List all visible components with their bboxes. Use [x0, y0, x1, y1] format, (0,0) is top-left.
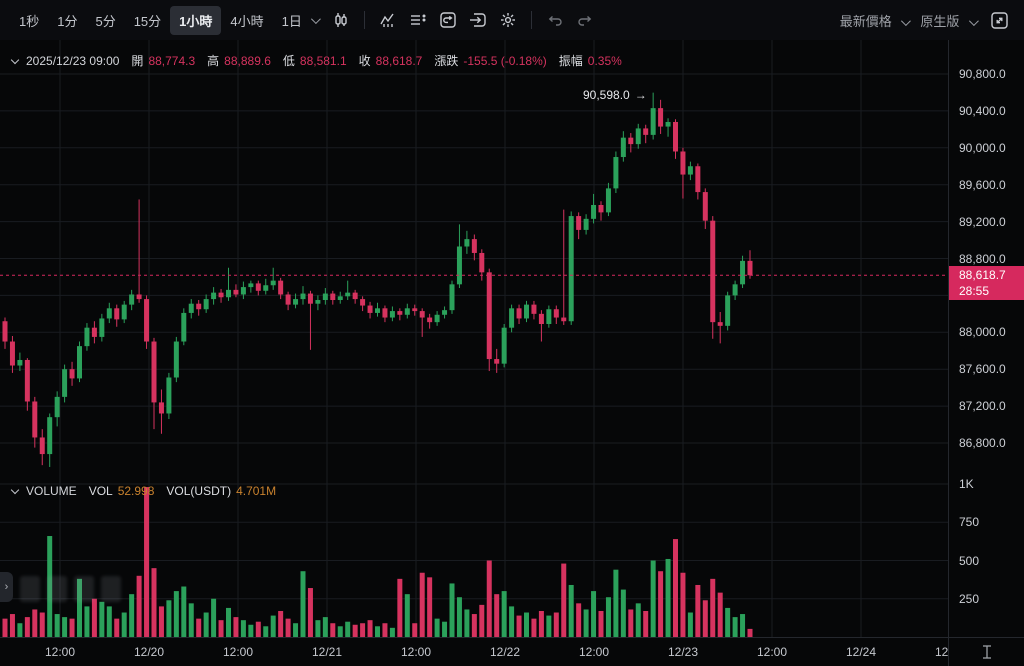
- version-select[interactable]: 原生版: [916, 6, 980, 35]
- price-axis-label: 88,800.0: [959, 251, 1006, 266]
- volume-axis-label: 1K: [959, 477, 974, 491]
- toolbar-separator: [363, 11, 365, 29]
- volume-field-value: 4.701M: [236, 484, 277, 498]
- chevron-down-icon: [968, 15, 979, 26]
- arrow-right-icon: →: [634, 88, 647, 102]
- ohlc-field-label: 低: [282, 54, 295, 68]
- last-price-value: 88,618.7: [959, 268, 1006, 283]
- ohlc-info-bar: 2025/12/23 09:00 開 88,774.3 高 88,889.6 低 88,5…: [10, 52, 622, 69]
- time-axis-label: 12:00: [400, 645, 432, 659]
- high-price-value: 90,598.0: [583, 88, 630, 102]
- interval-tab-1秒[interactable]: 1秒: [19, 13, 40, 29]
- interval-tab-5分[interactable]: 5分: [95, 13, 116, 29]
- interval-tab-1分[interactable]: 1分: [57, 13, 78, 29]
- collapse-chevron-icon[interactable]: [10, 55, 20, 64]
- price-axis-label: 90,400.0: [959, 103, 1006, 118]
- time-axis-label: 12/21: [311, 645, 343, 659]
- interval-tab-15分[interactable]: 15分: [133, 13, 162, 29]
- price-axis-label: 89,600.0: [959, 177, 1006, 192]
- high-price-annotation: 90,598.0 →: [583, 88, 647, 102]
- price-scale-corner[interactable]: [948, 637, 1024, 666]
- time-axis-label: 12:00: [578, 645, 610, 659]
- side-drawer-handle[interactable]: ›: [0, 572, 13, 602]
- volume-title: VOLUME: [26, 484, 77, 498]
- undo-icon[interactable]: [540, 7, 570, 33]
- price-axis-label: 89,200.0: [959, 214, 1006, 229]
- price-axis[interactable]: 88,618.7 28:55 90,800.0 90,400.0 90,000.0 8…: [948, 40, 1024, 637]
- volume-axis-label: 750: [959, 515, 980, 530]
- time-axis-label: 12/20: [133, 645, 165, 659]
- redo-icon[interactable]: [570, 7, 600, 33]
- indicators-icon[interactable]: [373, 7, 403, 33]
- fullscreen-icon[interactable]: [984, 7, 1014, 33]
- price-mode-label: 最新價格: [839, 13, 892, 29]
- volume-info-bar: VOLUME VOL 52.998 VOL(USDT) 4.701M: [10, 484, 276, 498]
- ohlc-field-label: 收: [358, 54, 371, 68]
- ohlc-field-value: 88,774.3: [148, 53, 196, 68]
- candle-style-icon[interactable]: [326, 7, 356, 33]
- time-axis-label: 12:00: [44, 645, 76, 659]
- settings-icon[interactable]: [493, 7, 523, 33]
- chevron-right-icon: ›: [4, 581, 9, 593]
- ohlc-field-value: 0.35%: [587, 53, 622, 68]
- time-axis-label: 12:00: [934, 645, 948, 659]
- ohlc-field-value: -155.5 (-0.18%): [463, 53, 547, 68]
- price-axis-label: 90,800.0: [959, 67, 1006, 81]
- chevron-down-icon: [901, 15, 912, 26]
- volume-field-value: 52.998: [117, 484, 155, 498]
- collapse-chevron-icon[interactable]: [10, 485, 20, 495]
- candle-datetime: 2025/12/23 09:00: [26, 53, 120, 68]
- volume-axis-label: 500: [959, 553, 980, 568]
- toolbar-separator: [530, 11, 532, 29]
- interval-tab-1日[interactable]: 1日: [281, 13, 302, 29]
- price-axis-label: 87,200.0: [959, 399, 1006, 414]
- ohlc-field-label: 振幅: [558, 54, 583, 68]
- price-axis-label: 86,800.0: [959, 436, 1006, 450]
- time-axis-label: 12/24: [845, 645, 877, 659]
- ohlc-field-label: 漲跌: [434, 54, 459, 68]
- volume-field-label: VOL: [88, 484, 113, 498]
- watermark: [20, 576, 121, 602]
- ohlc-field-label: 開: [131, 54, 144, 68]
- candle-countdown: 28:55: [959, 284, 990, 299]
- ohlc-field-value: 88,889.6: [224, 53, 271, 68]
- volume-field-label: VOL(USDT): [166, 484, 232, 498]
- chart-area[interactable]: [0, 40, 948, 637]
- price-axis-label: 90,000.0: [959, 140, 1006, 155]
- version-label: 原生版: [920, 13, 960, 29]
- order-panel-icon[interactable]: [463, 7, 493, 33]
- time-axis-label: 12:00: [222, 645, 254, 659]
- ohlc-field-value: 88,618.7: [375, 53, 423, 68]
- toolbar-right: 最新價格 原生版: [836, 6, 1014, 35]
- time-axis-label: 12/22: [489, 645, 521, 659]
- ohlc-field-label: 高: [207, 54, 220, 68]
- time-axis-label: 12:00: [756, 645, 788, 659]
- replay-icon[interactable]: [433, 7, 463, 33]
- candlestick-chart-svg[interactable]: [0, 40, 948, 637]
- time-axis[interactable]: 12:00 12/20 12:00 12/21 12:00 12/22 12:00 12/23…: [0, 637, 948, 666]
- scale-adjust-icon: [982, 645, 991, 659]
- interval-tab-4小時[interactable]: 4小時: [230, 13, 264, 29]
- interval-tab-1小時[interactable]: 1小時: [170, 5, 222, 35]
- last-price-badge: 88,618.7 28:55: [949, 266, 1024, 301]
- price-axis-label: 88,000.0: [959, 325, 1006, 340]
- chevron-down-icon[interactable]: [310, 13, 321, 24]
- indicator-list-icon[interactable]: [403, 7, 433, 33]
- price-mode-select[interactable]: 最新價格: [836, 6, 913, 35]
- time-axis-label: 12/23: [667, 645, 699, 659]
- toolbar: 1秒 1分 5分 15分 1小時 4小時 1日: [0, 0, 1024, 40]
- interval-tabs: 1秒 1分 5分 15分 1小時 4小時 1日: [10, 5, 326, 35]
- volume-axis-label: 250: [959, 591, 980, 606]
- ohlc-field-value: 88,581.1: [299, 53, 347, 68]
- price-axis-label: 87,600.0: [959, 362, 1006, 377]
